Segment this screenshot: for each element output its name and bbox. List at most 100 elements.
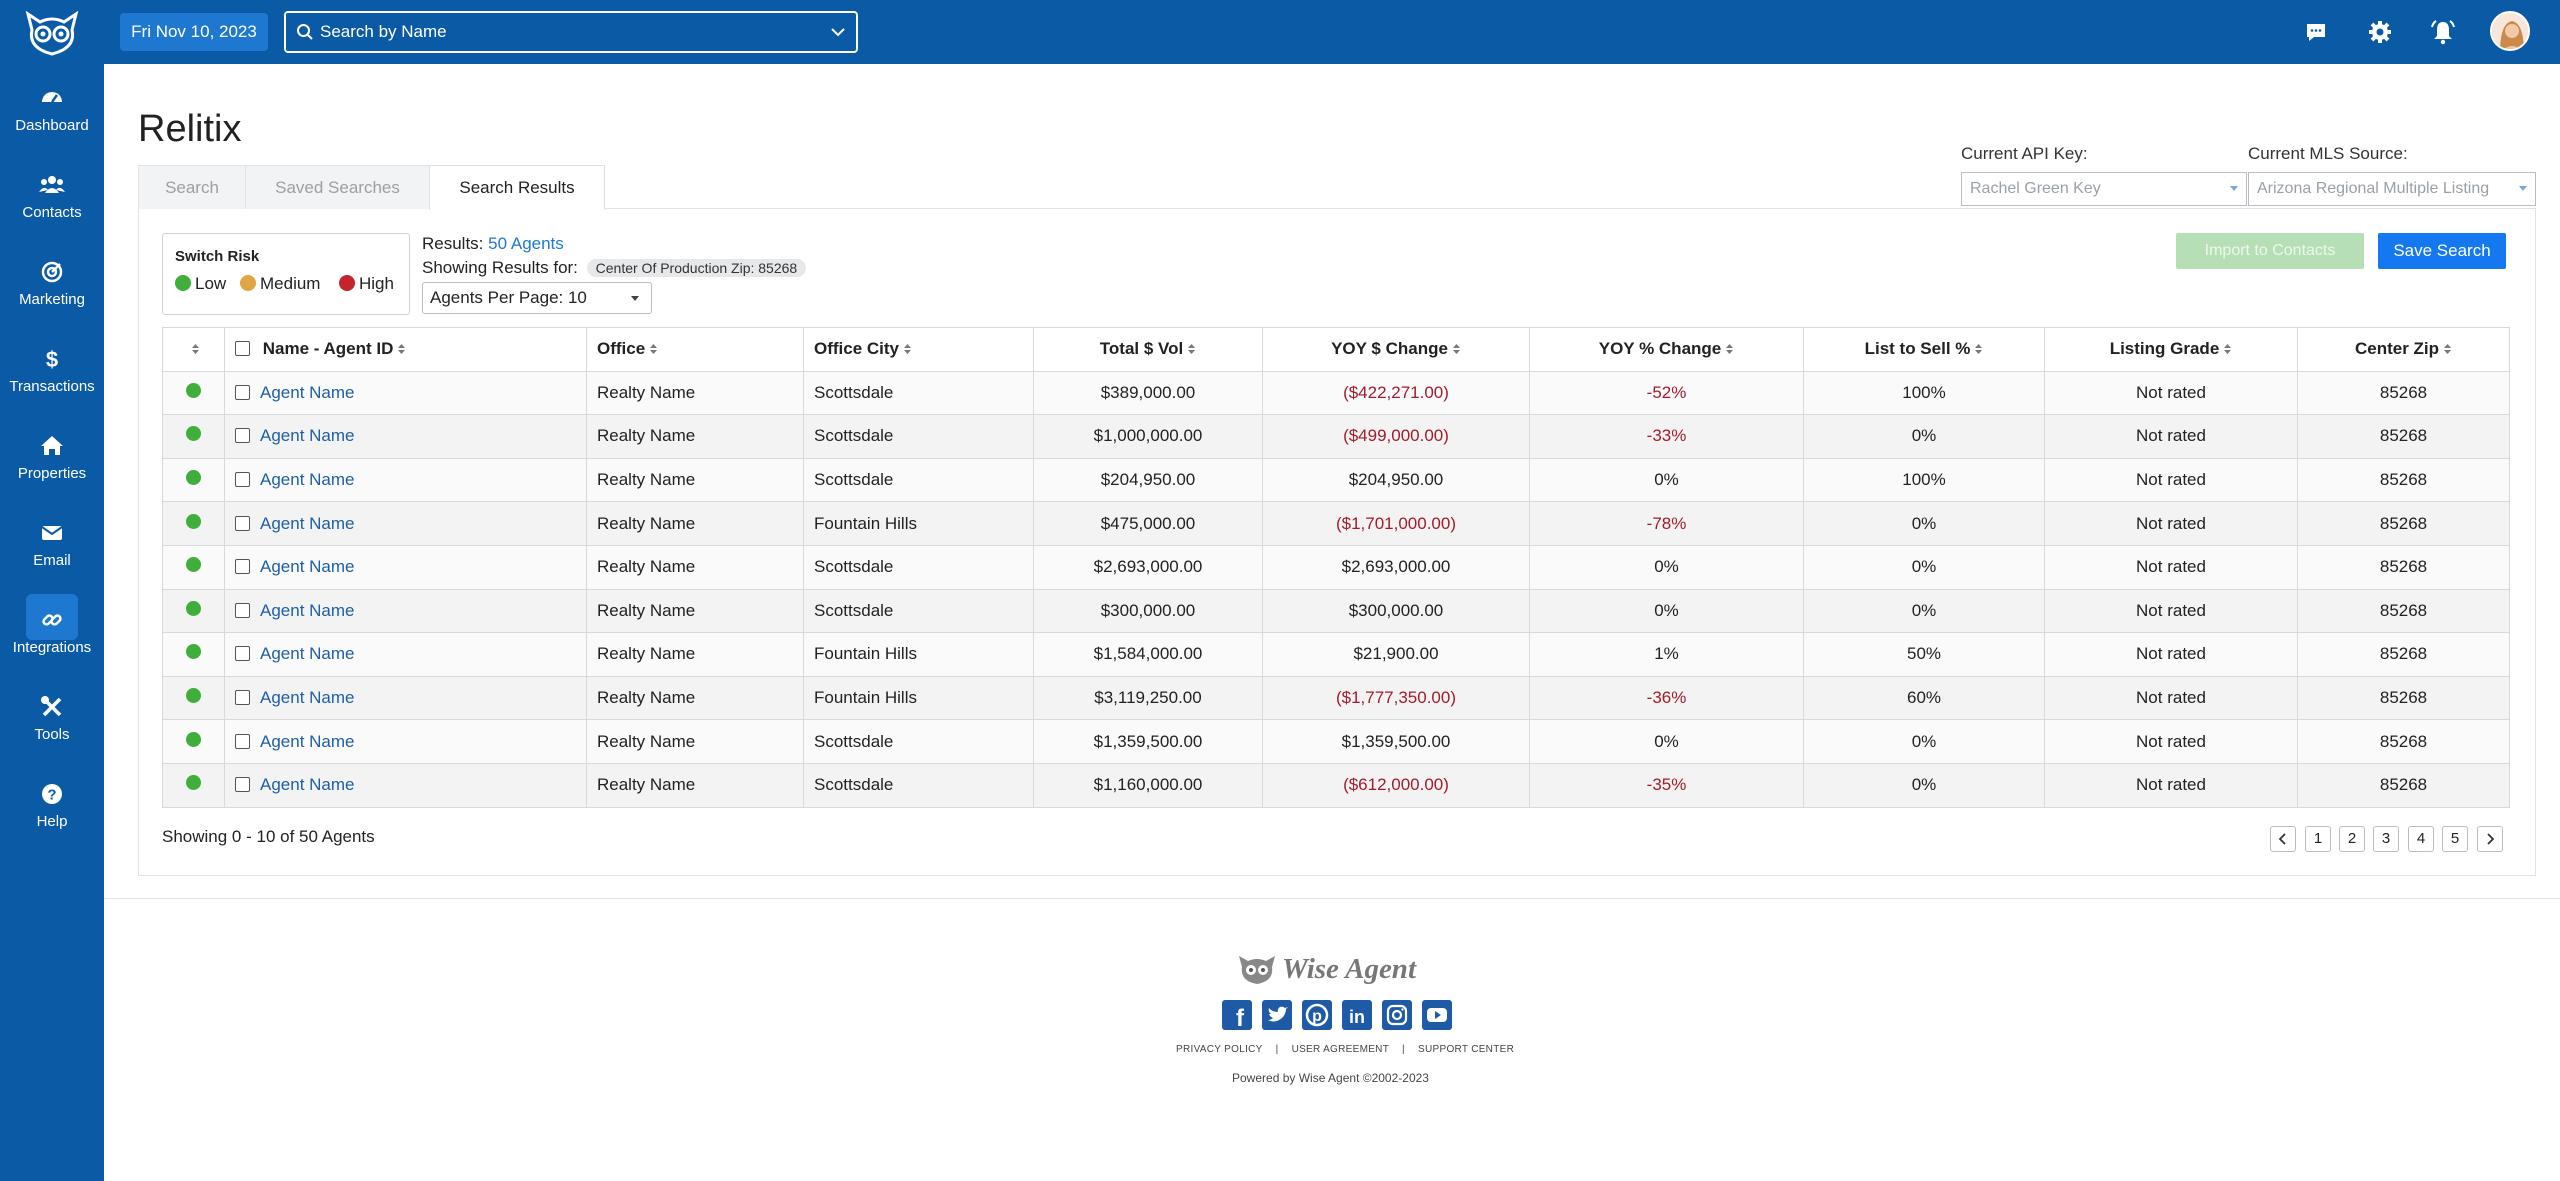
agent-name-link[interactable]: Agent Name (260, 513, 355, 533)
office-cell: Realty Name (586, 414, 804, 459)
office-cell: Realty Name (586, 457, 804, 503)
page-button-5[interactable]: 5 (2442, 826, 2468, 852)
list-to-sell-column-header[interactable]: List to Sell % (1803, 327, 2045, 372)
total-vol-column-header[interactable]: Total $ Vol (1033, 327, 1263, 372)
tab-search-results[interactable]: Search Results (429, 165, 605, 210)
office-city-cell: Fountain Hills (803, 632, 1034, 677)
green-dot-icon (186, 688, 201, 704)
sidebar-item-email[interactable]: Email (0, 519, 104, 599)
agents-per-page-select[interactable]: Agents Per Page: 10 (422, 282, 652, 314)
sidebar-item-integrations[interactable]: Integrations (0, 594, 104, 686)
privacy-policy-link[interactable]: PRIVACY POLICY (1176, 1044, 1263, 1055)
listing-grade-column-header[interactable]: Listing Grade (2044, 327, 2298, 372)
linkedin-icon[interactable]: in (1342, 1000, 1372, 1030)
yoy-percent-change-cell: 0% (1529, 544, 1804, 590)
sidebar-item-tools[interactable]: Tools (0, 693, 104, 773)
name-column-header[interactable]: Name - Agent ID (224, 327, 587, 372)
twitter-icon[interactable] (1262, 1000, 1292, 1030)
total-vol-cell: $389,000.00 (1033, 370, 1263, 416)
name-cell: Agent Name (224, 588, 587, 634)
sort-icon (650, 344, 658, 355)
name-cell: Agent Name (224, 414, 587, 459)
office-city-column-header[interactable]: Office City (803, 327, 1034, 372)
facebook-icon[interactable]: f (1222, 1000, 1252, 1032)
agent-name-link[interactable]: Agent Name (260, 382, 355, 402)
yoy-dollar-change-column-header[interactable]: YOY $ Change (1262, 327, 1530, 372)
row-checkbox[interactable] (235, 733, 250, 749)
agent-name-link[interactable]: Agent Name (260, 775, 355, 795)
agent-name-link[interactable]: Agent Name (260, 688, 355, 708)
results-count-link[interactable]: 50 Agents (488, 234, 564, 253)
import-to-contacts-button[interactable]: Import to Contacts (2176, 233, 2364, 269)
row-checkbox[interactable] (235, 559, 250, 575)
save-search-button[interactable]: Save Search (2378, 233, 2506, 269)
select-all-checkbox[interactable] (235, 341, 250, 357)
row-checkbox[interactable] (235, 646, 250, 662)
agent-name-link[interactable]: Agent Name (260, 731, 355, 751)
sidebar-item-contacts[interactable]: Contacts (0, 171, 104, 251)
row-checkbox[interactable] (235, 602, 250, 618)
sidebar-item-marketing[interactable]: Marketing (0, 258, 104, 338)
youtube-icon[interactable] (1422, 1000, 1452, 1030)
page-button-3[interactable]: 3 (2373, 826, 2399, 852)
row-checkbox[interactable] (235, 384, 250, 400)
search-placeholder: Search by Name (320, 22, 447, 41)
sidebar-item-transactions[interactable]: $ Transactions (0, 345, 104, 425)
sort-icon (1188, 344, 1196, 355)
green-dot-icon (186, 775, 201, 791)
switch-risk-title: Switch Risk (175, 248, 260, 265)
office-cell: Realty Name (586, 370, 804, 416)
sidebar-item-dashboard[interactable]: Dashboard (0, 84, 104, 164)
page-button-2[interactable]: 2 (2339, 826, 2365, 852)
svg-text:$: $ (46, 347, 58, 372)
wise-agent-logo[interactable]: Wise Agent (1236, 951, 1436, 987)
results-table: Name - Agent ID Office Office City Total… (162, 327, 2510, 808)
powered-by-text: Powered by Wise Agent ©2002-2023 (1232, 1071, 1429, 1085)
prev-page-button[interactable] (2270, 826, 2296, 852)
risk-cell (162, 370, 225, 416)
row-checkbox[interactable] (235, 690, 250, 706)
center-zip-cell: 85268 (2297, 675, 2510, 721)
avatar[interactable] (2490, 11, 2530, 51)
office-column-header[interactable]: Office (586, 327, 804, 372)
user-agreement-link[interactable]: USER AGREEMENT (1291, 1044, 1389, 1055)
instagram-icon[interactable] (1382, 1000, 1412, 1030)
tab-saved-searches[interactable]: Saved Searches (245, 165, 430, 209)
support-center-link[interactable]: SUPPORT CENTER (1418, 1044, 1515, 1055)
gear-icon[interactable] (2366, 18, 2394, 46)
center-zip-column-header[interactable]: Center Zip (2297, 327, 2510, 372)
sidebar-item-properties[interactable]: Properties (0, 432, 104, 512)
next-page-button[interactable] (2477, 826, 2503, 852)
sidebar-item-label: Marketing (19, 291, 85, 308)
page-button-1[interactable]: 1 (2305, 826, 2331, 852)
row-checkbox[interactable] (235, 428, 250, 444)
agent-name-link[interactable]: Agent Name (260, 470, 355, 490)
mls-source-select[interactable]: Arizona Regional Multiple Listing (2248, 172, 2536, 206)
owl-logo-icon[interactable] (22, 8, 82, 58)
row-checkbox[interactable] (235, 777, 250, 793)
name-cell: Agent Name (224, 501, 587, 546)
row-checkbox[interactable] (235, 515, 250, 531)
envelope-icon (41, 526, 63, 540)
green-dot-icon (186, 731, 201, 747)
agent-name-link[interactable]: Agent Name (260, 600, 355, 620)
bell-icon[interactable] (2429, 18, 2457, 46)
sidebar-item-help[interactable]: ? Help (0, 780, 104, 860)
chat-icon[interactable] (2302, 18, 2330, 46)
svg-text:f: f (1236, 1005, 1245, 1030)
page-button-4[interactable]: 4 (2408, 826, 2434, 852)
yoy-percent-change-column-header[interactable]: YOY % Change (1529, 327, 1804, 372)
row-checkbox[interactable] (235, 472, 250, 488)
agent-name-link[interactable]: Agent Name (260, 426, 355, 446)
risk-column-header[interactable] (162, 327, 225, 372)
agent-name-link[interactable]: Agent Name (260, 557, 355, 577)
pinterest-icon[interactable]: p (1302, 1000, 1332, 1030)
sort-icon (2224, 344, 2232, 355)
date-button[interactable]: Fri Nov 10, 2023 (120, 13, 268, 51)
agent-name-link[interactable]: Agent Name (260, 644, 355, 664)
office-city-cell: Scottsdale (803, 457, 1034, 503)
api-key-select[interactable]: Rachel Green Key (1961, 172, 2247, 206)
search-by-name-select[interactable]: Search by Name (284, 11, 858, 53)
tab-search[interactable]: Search (138, 165, 246, 209)
table-row: Agent Name Realty Name Scottsdale $1,000,00… (162, 414, 2510, 459)
